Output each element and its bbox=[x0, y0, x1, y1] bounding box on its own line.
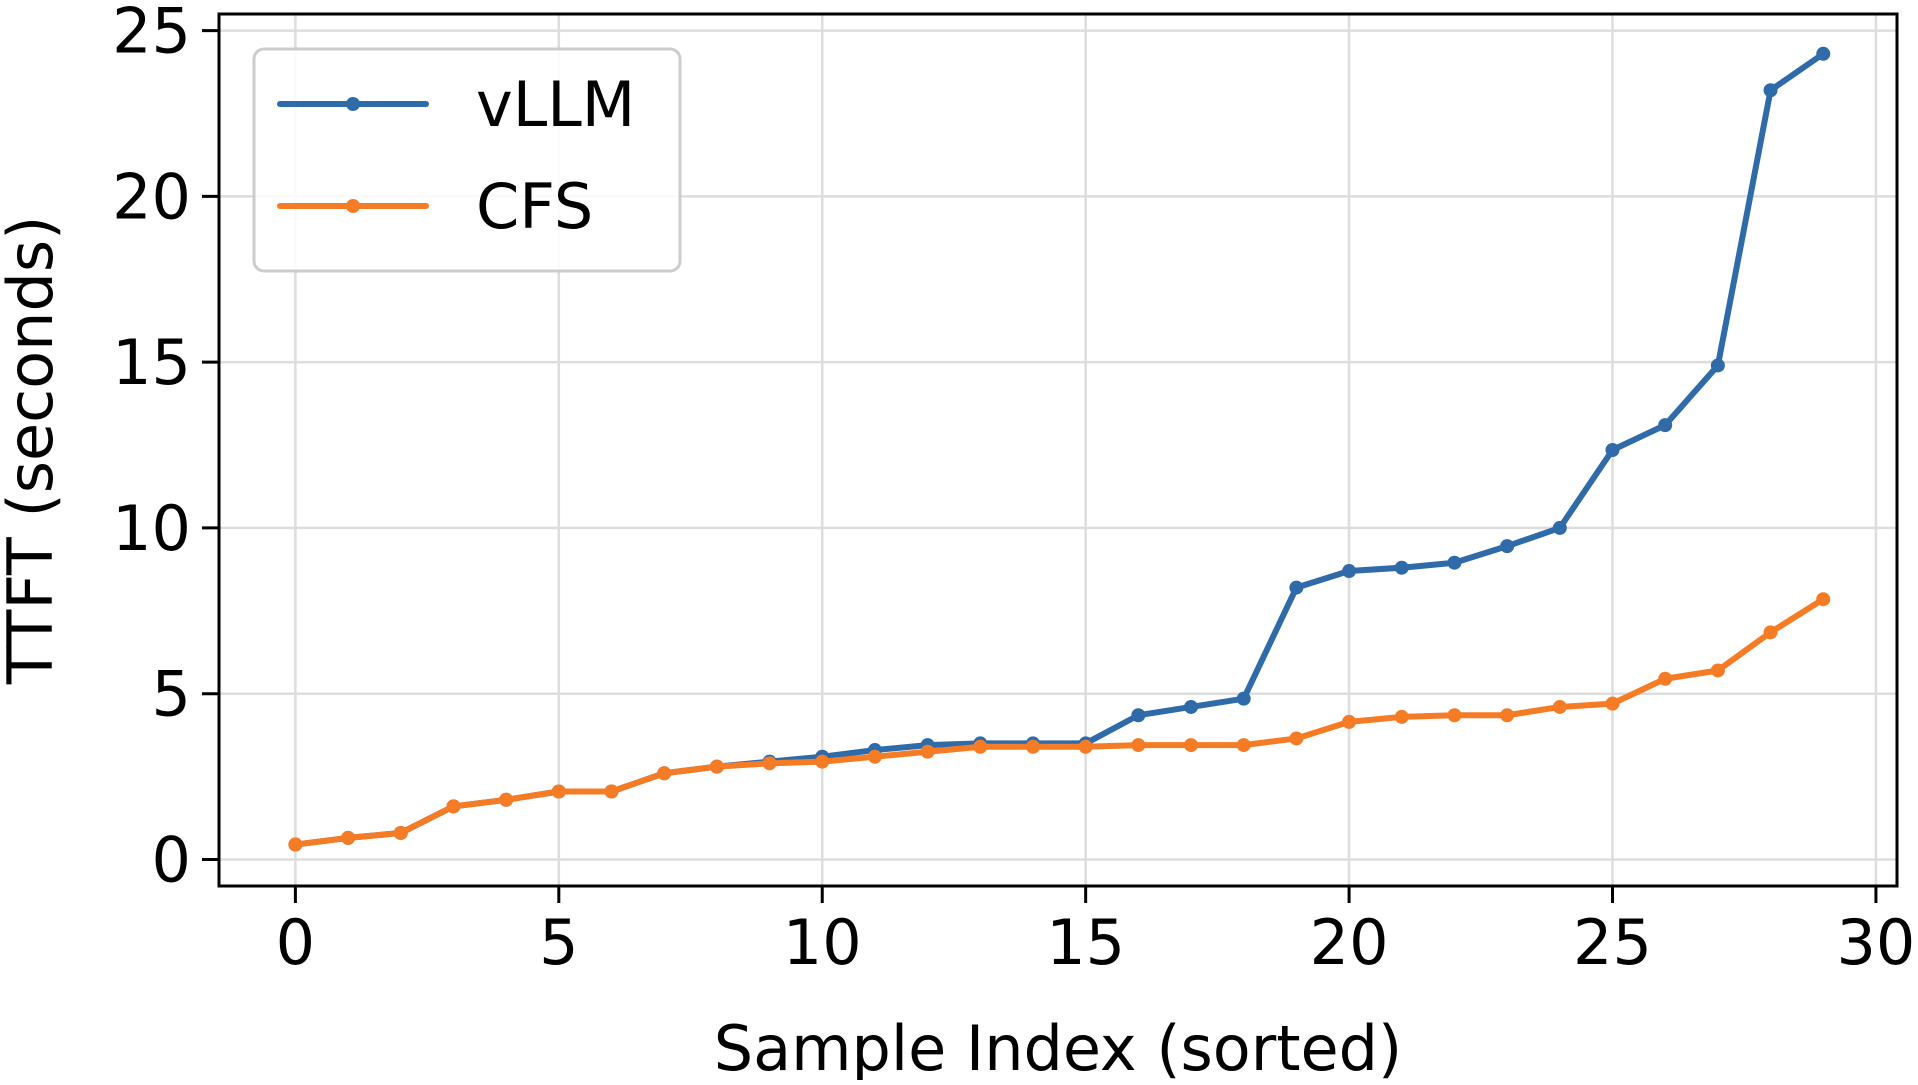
data-point bbox=[1394, 560, 1409, 575]
data-point bbox=[709, 759, 724, 774]
data-point bbox=[551, 784, 566, 799]
y-axis-label: TTFT (seconds) bbox=[0, 216, 67, 686]
data-point bbox=[1552, 699, 1567, 714]
x-tick-label: 0 bbox=[276, 906, 315, 979]
y-tick-label: 5 bbox=[152, 658, 191, 731]
legend-entry-vllm: vLLM bbox=[277, 68, 635, 141]
y-tick-label: 10 bbox=[112, 492, 191, 565]
data-point bbox=[1605, 443, 1620, 457]
data-point bbox=[393, 825, 408, 840]
data-point bbox=[1763, 625, 1778, 640]
x-tick-label: 15 bbox=[1046, 906, 1125, 979]
y-tick-label: 15 bbox=[112, 326, 191, 399]
data-point bbox=[1394, 709, 1409, 724]
y-tick-label: 0 bbox=[152, 823, 191, 896]
data-point bbox=[1184, 738, 1199, 753]
series-line bbox=[292, 596, 1827, 848]
x-axis-label: Sample Index (sorted) bbox=[714, 1012, 1402, 1080]
data-point bbox=[1342, 564, 1357, 579]
data-point bbox=[499, 792, 514, 807]
data-point bbox=[1447, 555, 1462, 570]
data-point bbox=[815, 754, 830, 769]
x-tick-label: 10 bbox=[783, 906, 862, 979]
data-point bbox=[1816, 46, 1831, 61]
data-point bbox=[1763, 83, 1778, 98]
legend-swatch-marker bbox=[346, 97, 360, 111]
data-point bbox=[1184, 699, 1199, 714]
legend-label-vllm: vLLM bbox=[476, 68, 635, 141]
data-point bbox=[1289, 580, 1304, 595]
data-point bbox=[657, 766, 672, 781]
data-point bbox=[1342, 714, 1357, 729]
data-point bbox=[1605, 696, 1620, 711]
series-layer bbox=[288, 46, 1831, 852]
legend-label-cfs: CFS bbox=[476, 170, 593, 243]
data-point bbox=[1131, 708, 1146, 723]
data-point bbox=[446, 799, 461, 814]
data-point bbox=[1447, 708, 1462, 723]
plot-frame bbox=[217, 12, 1899, 888]
data-point bbox=[1658, 671, 1673, 686]
data-point bbox=[1236, 738, 1251, 753]
data-point bbox=[1025, 739, 1040, 754]
legend: vLLM CFS bbox=[252, 47, 682, 273]
legend-entry-cfs: CFS bbox=[277, 170, 593, 243]
data-point bbox=[341, 830, 356, 845]
x-tick-label: 30 bbox=[1836, 906, 1915, 979]
data-point bbox=[1236, 691, 1251, 706]
y-tick-label: 25 bbox=[112, 0, 191, 68]
data-point bbox=[288, 837, 303, 852]
series-cfs bbox=[288, 592, 1831, 852]
data-point bbox=[1552, 520, 1567, 535]
legend-swatch-marker bbox=[346, 199, 360, 213]
data-point bbox=[973, 739, 988, 754]
x-tick-label: 20 bbox=[1310, 906, 1389, 979]
data-point bbox=[604, 784, 619, 799]
data-point bbox=[1710, 663, 1725, 678]
data-point bbox=[867, 749, 882, 764]
x-tick-label: 25 bbox=[1573, 906, 1652, 979]
data-point bbox=[1131, 738, 1146, 753]
axis-ticks: 0 5 10 15 20 25 30 0 5 10 15 20 25 bbox=[112, 0, 1915, 979]
data-point bbox=[1816, 592, 1831, 607]
data-point bbox=[1500, 539, 1515, 554]
data-point bbox=[1710, 358, 1725, 373]
data-point bbox=[762, 756, 777, 771]
data-point bbox=[1289, 731, 1304, 746]
data-point bbox=[1658, 418, 1673, 433]
x-tick-label: 5 bbox=[539, 906, 578, 979]
data-point bbox=[1500, 708, 1515, 723]
data-point bbox=[920, 744, 935, 759]
y-tick-label: 20 bbox=[112, 160, 191, 233]
data-point bbox=[1078, 739, 1093, 754]
